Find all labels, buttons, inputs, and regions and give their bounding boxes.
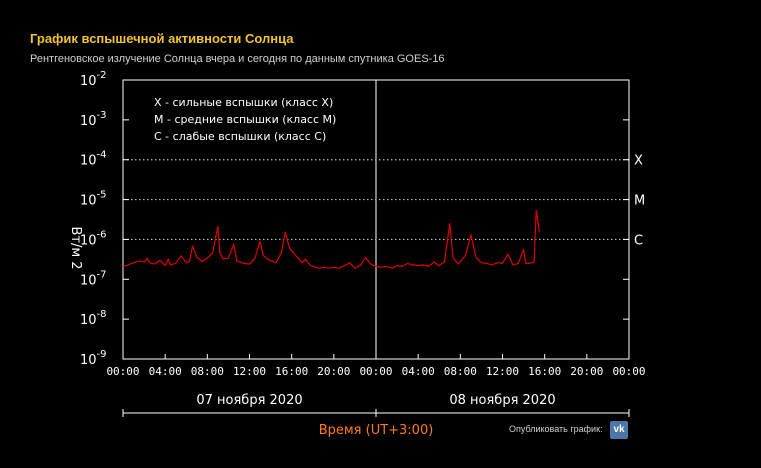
x-tick-label: 20:00 [317,365,350,378]
vk-icon[interactable]: vk [610,421,628,439]
x-tick-label: 08:00 [444,365,477,378]
x-tick-label: 12:00 [486,365,519,378]
page-title: График вспышечной активности Солнца [30,31,294,46]
y-tick-label: 10-8 [80,309,107,328]
x-tick-label: 16:00 [528,365,561,378]
share-label: Опубликовать график: [509,424,603,434]
x-tick-label: 16:00 [275,365,308,378]
x-tick-label: 08:00 [191,365,224,378]
y-tick-label: 10-7 [80,269,107,288]
y-tick-label: 10-3 [80,110,107,129]
x-axis-label: Время (UT+3:00) [319,423,434,438]
class-level-label: C [634,233,643,248]
legend-entry: M - средние вспышки (класс M) [154,113,336,126]
page-subtitle: Рентгеновское излучение Солнца вчера и с… [30,53,445,65]
y-tick-label: 10-9 [80,349,107,368]
day-label: 08 ноября 2020 [449,393,555,408]
y-tick-label: 10-5 [80,190,107,209]
legend-entry: C - слабые вспышки (класс C) [154,130,326,143]
class-level-label: X [634,154,643,169]
flux-series-line [122,209,540,269]
y-tick-label: 10-2 [80,70,107,89]
x-tick-label: 00:00 [612,365,645,378]
x-tick-label: 00:00 [359,365,392,378]
y-tick-label: 10-4 [80,150,107,169]
x-tick-label: 00:00 [106,365,139,378]
x-tick-label: 04:00 [149,365,182,378]
y-axis-label: Вт/м 2 [68,226,83,269]
legend-entry: X - сильные вспышки (класс X) [154,96,333,109]
day-label: 07 ноября 2020 [196,393,302,408]
y-tick-label: 10-6 [80,229,107,248]
x-tick-label: 12:00 [233,365,266,378]
class-level-label: M [634,194,645,209]
x-tick-label: 04:00 [402,365,435,378]
x-tick-label: 20:00 [570,365,603,378]
